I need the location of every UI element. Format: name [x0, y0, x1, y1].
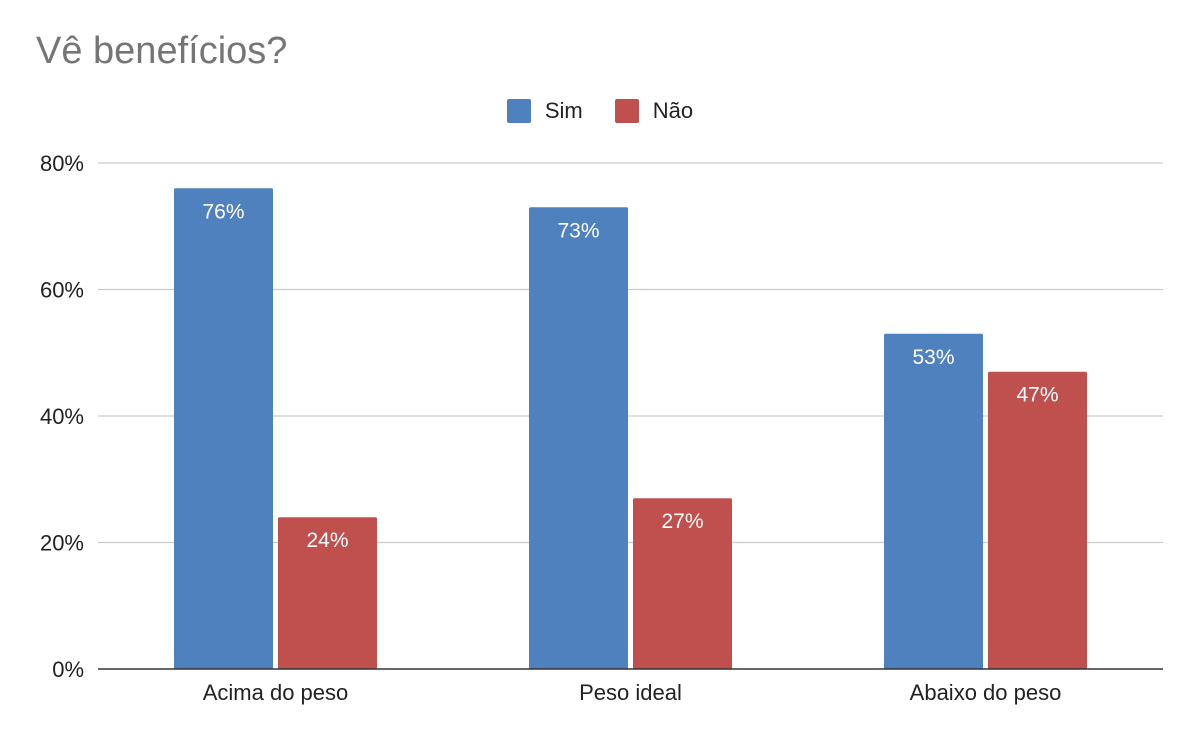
data-label-nao-0: 24% — [306, 529, 348, 552]
x-category-label-0: Acima do peso — [203, 680, 349, 705]
data-label-nao-1: 27% — [661, 510, 703, 533]
data-label-sim-2: 53% — [912, 346, 954, 369]
legend: Sim Não — [0, 98, 1200, 124]
legend-item-sim[interactable]: Sim — [506, 98, 583, 124]
data-label-sim-0: 76% — [202, 200, 244, 223]
bar-sim-2 — [884, 333, 983, 669]
x-category-label-1: Peso ideal — [579, 680, 682, 705]
legend-item-nao[interactable]: Não — [614, 98, 694, 124]
y-tick-label-1: 20% — [40, 531, 84, 556]
legend-swatch-nao — [614, 99, 639, 123]
bar-nao-2 — [988, 371, 1087, 669]
bar-nao-0 — [278, 517, 377, 669]
y-tick-label-0: 0% — [52, 657, 84, 682]
y-tick-label-4: 80% — [40, 151, 84, 176]
data-label-nao-2: 47% — [1016, 384, 1058, 407]
bar-nao-1 — [633, 498, 732, 669]
bar-sim-0 — [174, 188, 273, 670]
legend-label-nao: Não — [652, 98, 694, 123]
x-category-label-2: Abaixo do peso — [910, 680, 1062, 705]
bar-sim-1 — [529, 207, 628, 669]
legend-label-sim: Sim — [544, 98, 583, 123]
data-label-sim-1: 73% — [557, 219, 599, 242]
legend-swatch-sim — [506, 99, 531, 123]
y-tick-label-3: 60% — [40, 278, 84, 303]
chart-title: Vê benefícios? — [36, 30, 288, 72]
y-tick-label-2: 40% — [40, 404, 84, 429]
